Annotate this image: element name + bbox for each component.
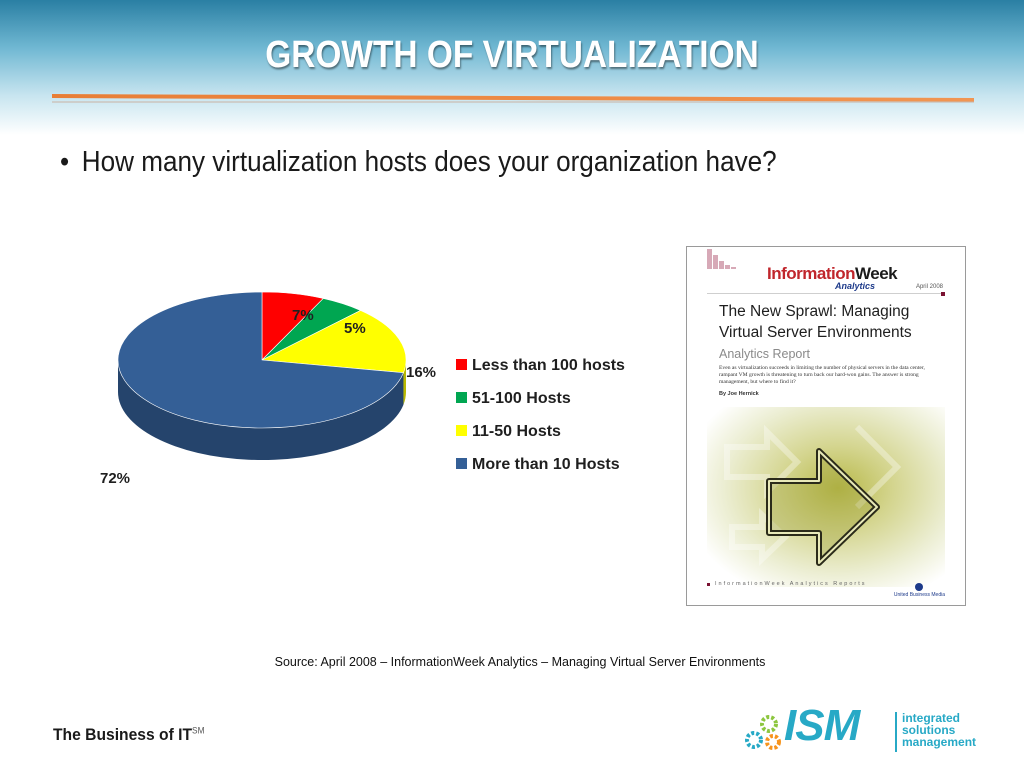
pie-value-label: 7% xyxy=(292,307,314,324)
service-mark: SM xyxy=(192,725,205,736)
cover-title: The New Sprawl: Managing Virtual Server … xyxy=(719,303,912,341)
pie-slice xyxy=(117,291,404,429)
question-bullet: • How many virtualization hosts does your… xyxy=(60,146,777,179)
cover-date: April 2008 xyxy=(915,284,943,290)
title-underline-shadow xyxy=(52,101,974,103)
pie-slice xyxy=(260,310,407,374)
pie-value-label: 5% xyxy=(344,320,366,337)
pie-value-label: 16% xyxy=(406,364,436,381)
pie-slice-side xyxy=(118,360,404,461)
cover-marker xyxy=(941,292,945,296)
analytics-wordmark: Analytics xyxy=(835,281,876,291)
legend-label: More than 10 Hosts xyxy=(472,456,620,473)
bullet-dot: • xyxy=(60,146,70,178)
publisher-logo: United Business Media xyxy=(894,583,945,598)
cover-header xyxy=(687,247,965,295)
legend-label: 51-100 Hosts xyxy=(472,390,571,407)
publisher-icon xyxy=(915,583,924,591)
source-citation: Source: April 2008 – InformationWeek Ana… xyxy=(274,655,766,669)
legend-swatch xyxy=(456,425,467,436)
informationweek-logo: InformationWeek xyxy=(767,264,898,283)
cover-author: By Joe Hernick xyxy=(719,391,759,397)
cover-footer-marker xyxy=(707,583,710,586)
cover-arrow-artwork xyxy=(707,407,945,587)
ism-logo: ISM integrated solutions management xyxy=(742,701,982,756)
cover-subtitle: Analytics Report xyxy=(719,347,811,361)
pie-value-label: 72% xyxy=(100,470,130,487)
title-band xyxy=(0,0,1024,135)
hosts-pie-chart: 7% 5% 16% 72% Less than 100 hosts 51-100 Host… xyxy=(100,291,625,487)
legend-label: 11-50 Hosts xyxy=(472,423,561,440)
cover-frame xyxy=(707,293,945,586)
ism-wordmark: ISM xyxy=(784,701,860,750)
ism-tagline: integrated solutions management xyxy=(902,711,977,749)
slide-title: GROWTH OF VIRTUALIZATION xyxy=(265,34,759,76)
arrow-icon xyxy=(724,424,902,567)
legend-swatch xyxy=(456,359,467,370)
legend-label: Less than 100 hosts xyxy=(472,357,625,374)
legend-swatch xyxy=(456,458,467,469)
cover-footer: InformationWeek Analytics Reports xyxy=(715,581,867,587)
question-text: How many virtualization hosts does your … xyxy=(81,146,777,178)
gears-icon xyxy=(745,715,781,750)
footer-tagline: The Business of ITSM xyxy=(53,725,205,744)
cover-blurb: Even as virtualization succeeds in limit… xyxy=(719,365,925,385)
logo-divider xyxy=(895,712,897,752)
legend-swatch xyxy=(456,392,467,403)
report-cover-image: InformationWeek Analytics April 2008 The… xyxy=(686,246,966,606)
